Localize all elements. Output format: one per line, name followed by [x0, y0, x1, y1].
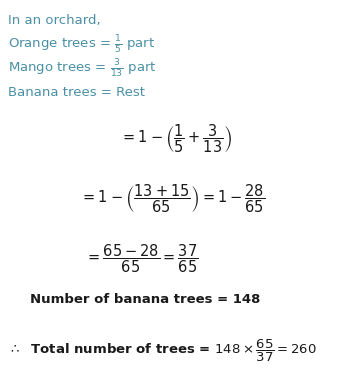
Text: Banana trees = Rest: Banana trees = Rest [8, 86, 145, 99]
Text: $= 1 - \left(\dfrac{1}{5}+\dfrac{3}{13}\right)$: $= 1 - \left(\dfrac{1}{5}+\dfrac{3}{13}\… [120, 122, 232, 154]
Text: $= \dfrac{65-28}{65} = \dfrac{37}{65}$: $= \dfrac{65-28}{65} = \dfrac{37}{65}$ [85, 242, 198, 274]
Text: $= 1 - \left(\dfrac{13+15}{65}\right) = 1 - \dfrac{28}{65}$: $= 1 - \left(\dfrac{13+15}{65}\right) = … [80, 182, 265, 215]
Text: Orange trees = $\mathdefault{\frac{1}{5}}$ part: Orange trees = $\mathdefault{\frac{1}{5}… [8, 34, 155, 56]
Text: In an orchard,: In an orchard, [8, 14, 101, 27]
Text: $\therefore$  Total number of trees = $148 \times \dfrac{65}{37} = 260$: $\therefore$ Total number of trees = $14… [8, 338, 317, 364]
Text: Number of banana trees = 148: Number of banana trees = 148 [30, 293, 260, 306]
Text: Mango trees = $\mathdefault{\frac{3}{13}}$ part: Mango trees = $\mathdefault{\frac{3}{13}… [8, 58, 156, 80]
